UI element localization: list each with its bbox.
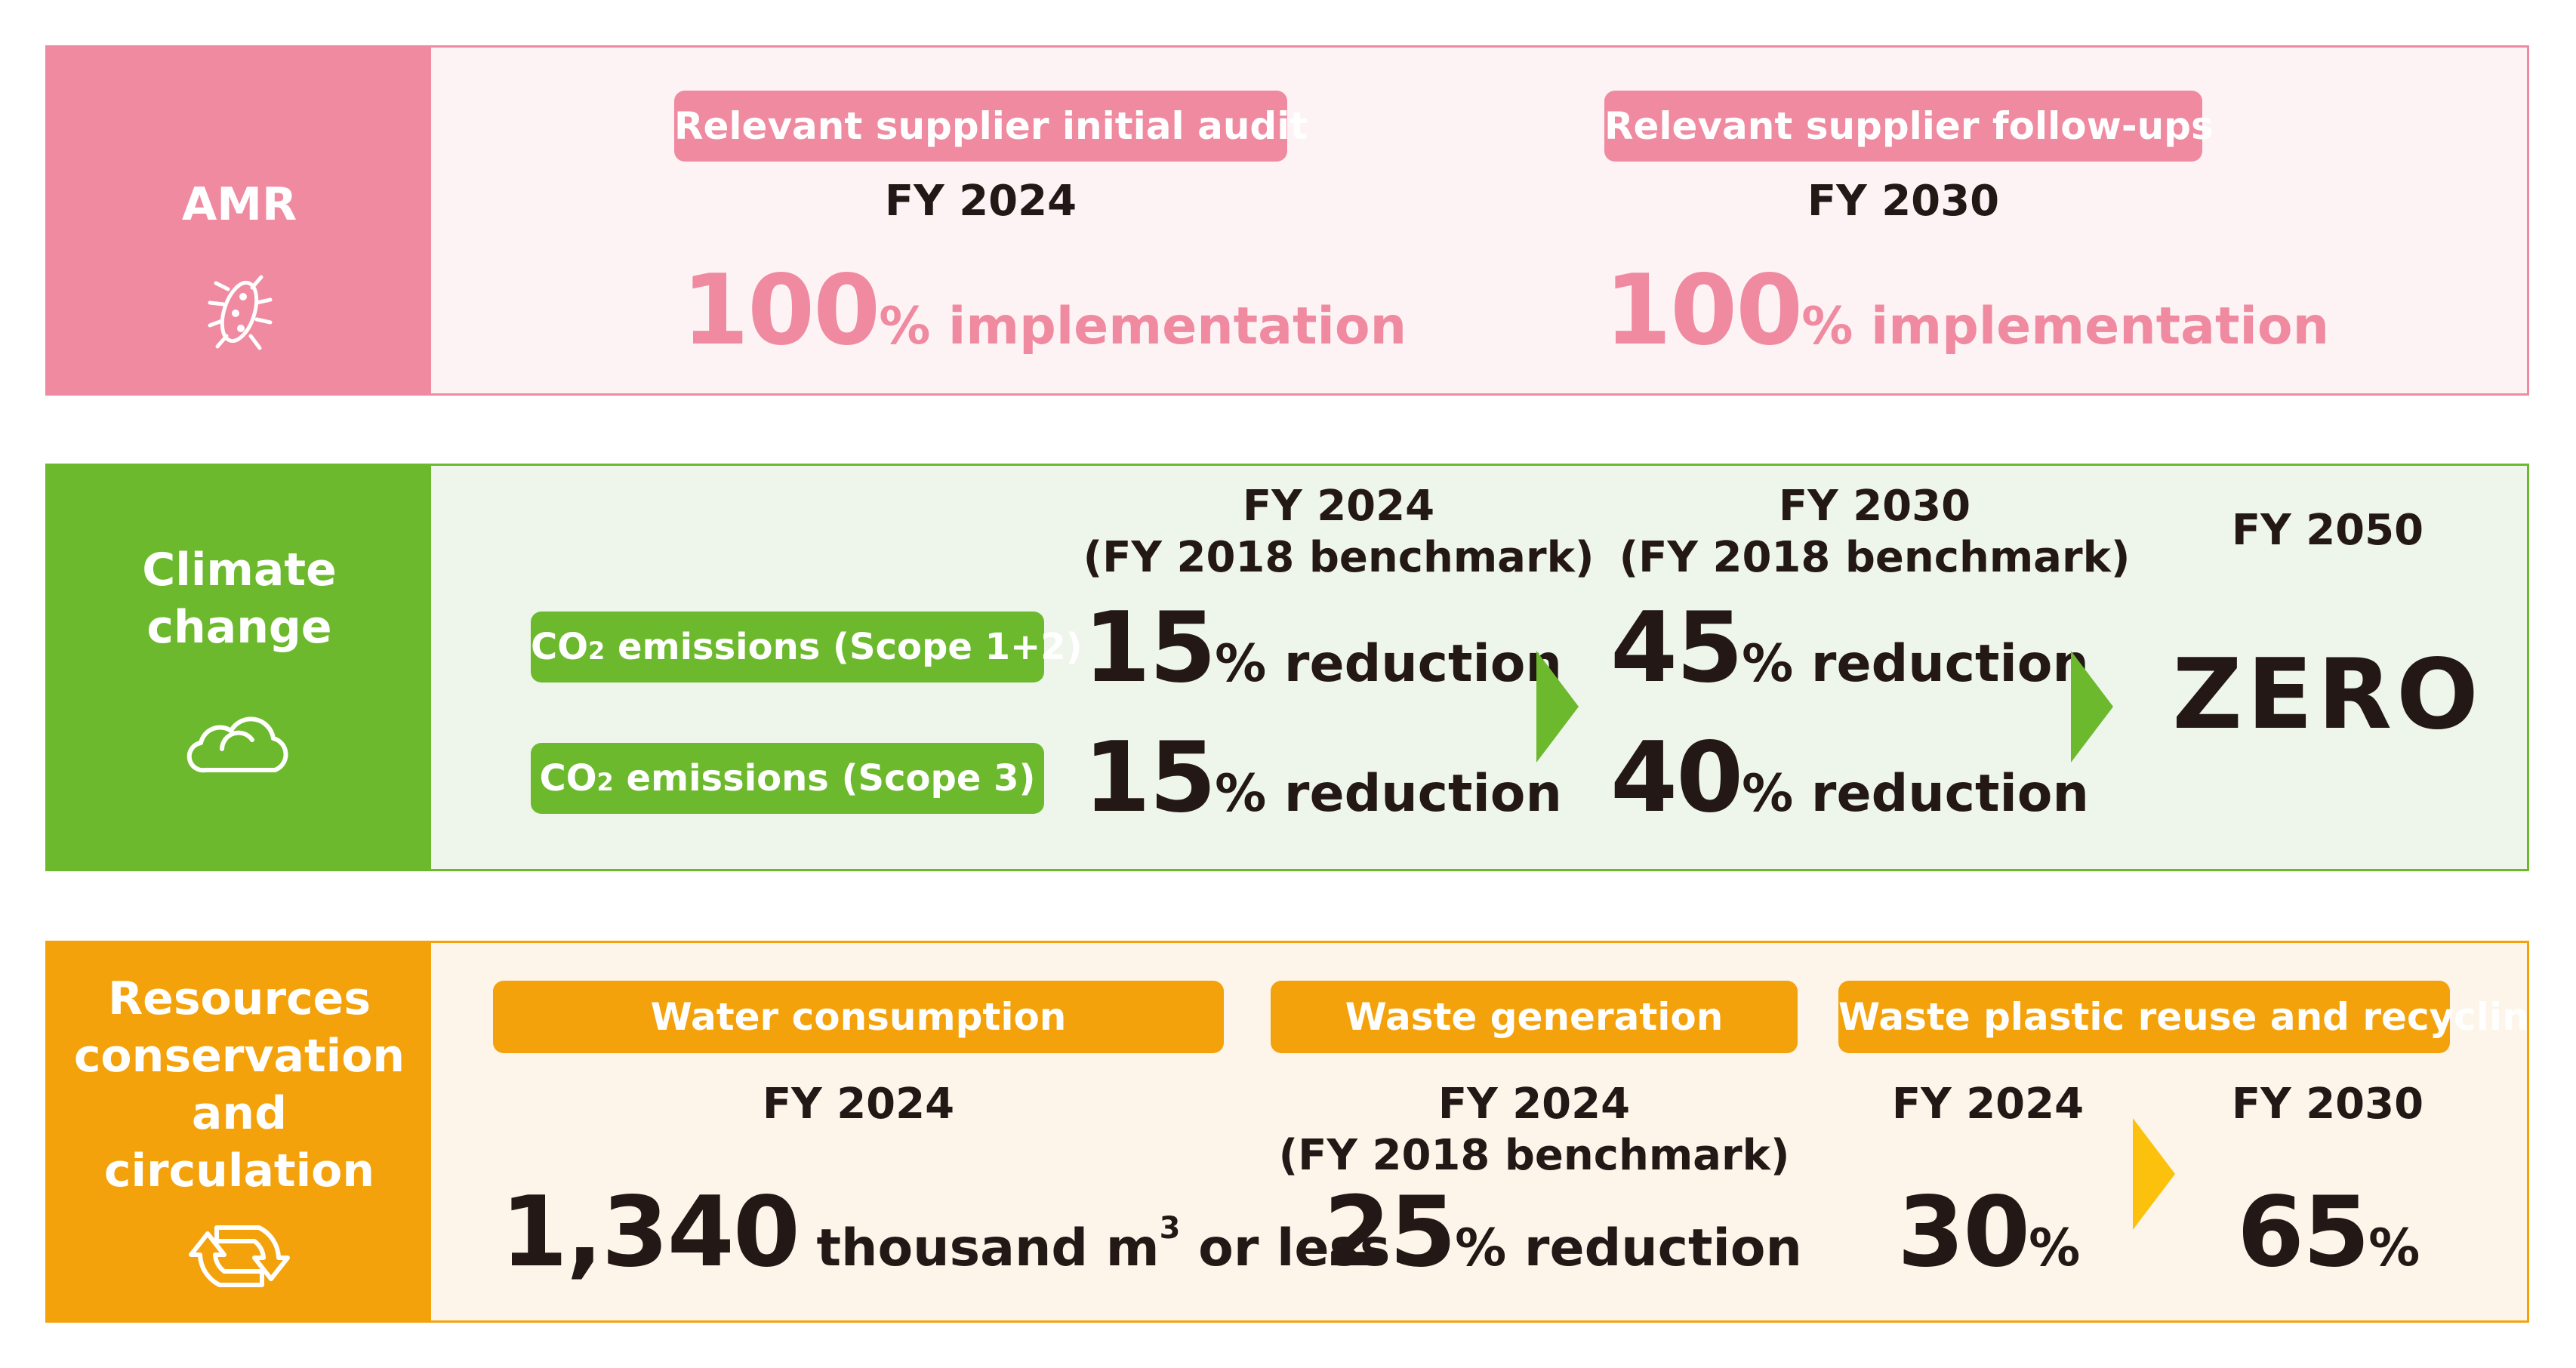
plastic-2030-number: 65 [2237,1176,2370,1289]
climate-fy2024-line2: (FY 2018 benchmark) [1083,533,1595,582]
water-unit: thousand m [798,1219,1160,1278]
waste-unit: % reduction [1455,1219,1802,1278]
amr-section: AMR Relevant supplier initial audit FY 2… [45,45,2529,396]
resources-title-line1: Resources [107,972,371,1025]
climate-fy2030-line1: FY 2030 [1778,482,1971,531]
water-value: 1,340 thousand m3 or less [501,1185,1390,1281]
resources-title-line2: conservation [73,1030,405,1083]
scope12-pill: CO2 emissions (Scope 1+2) [531,612,1083,682]
scope12-2030-unit: % reduction [1742,634,2089,694]
scope12-2030-number: 45 [1610,592,1743,704]
follow-ups-pill: Relevant supplier follow-ups [1604,91,2214,162]
amr-left-unit: % implementation [879,297,1407,356]
water-unit-sup: 3 [1159,1211,1181,1246]
plastic-fy2030: FY 2030 [2231,1080,2424,1129]
resources-section: Resources conservation and circulation W… [45,941,2556,1323]
amr-left-fy: FY 2024 [884,177,1077,226]
scope3-label-post: emissions (Scope 3) [613,757,1036,800]
initial-audit-pill: Relevant supplier initial audit [674,91,1308,162]
plastic-2030-value: 65% [2237,1185,2420,1281]
amr-side-panel: AMR [48,48,431,393]
plastic-recycling-pill: Waste plastic reuse and recycling [1838,981,2556,1053]
resources-title-line4: circulation [103,1145,375,1197]
waste-number: 25 [1323,1176,1456,1289]
amr-title: AMR [181,178,297,231]
cloud-icon [186,716,288,773]
waste-value: 25% reduction [1323,1185,1802,1281]
scope12-2024-number: 15 [1083,592,1216,704]
scope3-label-sub: 2 [596,768,614,796]
water-fy: FY 2024 [762,1080,955,1129]
amr-left-value: 100% implementation [682,263,1407,359]
amr-left-number: 100 [682,254,880,367]
plastic-2024-value: 30% [1897,1185,2080,1281]
scope12-2024-unit: % reduction [1215,634,1562,694]
scope3-pill: CO2 emissions (Scope 3) [531,743,1044,814]
scope3-2030-number: 40 [1610,722,1743,834]
climate-section: Climate change FY 2024 (FY 2018 benchmar… [45,464,2529,871]
scope3-2024-unit: % reduction [1215,764,1562,824]
plastic-2030-unit: % [2368,1219,2420,1278]
water-number: 1,340 [501,1176,800,1289]
amr-right-fy: FY 2030 [1807,177,2000,226]
scope12-2024-value: 15% reduction [1083,600,1562,697]
water-tail: or less [1180,1219,1391,1278]
scope3-2024-value: 15% reduction [1083,730,1562,827]
resources-title-line3: and [191,1087,288,1140]
scope3-2024-number: 15 [1083,722,1216,834]
plastic-2024-unit: % [2029,1219,2081,1278]
scope12-2030-value: 45% reduction [1610,600,2089,697]
waste-generation-pill: Waste generation [1271,981,1798,1053]
plastic-fy2024: FY 2024 [1891,1080,2085,1129]
plastic-2024-number: 30 [1897,1176,2030,1289]
scope3-label-pre: CO [539,757,597,800]
scope3-2030-value: 40% reduction [1610,730,2089,827]
waste-fy-line1: FY 2024 [1437,1080,1631,1129]
amr-right-value: 100% implementation [1604,263,2329,359]
climate-arrow-2-icon [2071,651,2113,763]
scope3-2030-unit: % reduction [1742,764,2089,824]
climate-side-panel: Climate change [48,466,431,869]
climate-arrow-1-icon [1536,651,1579,763]
climate-fy2030-line2: (FY 2018 benchmark) [1619,533,2131,582]
climate-zero-value: ZERO [2172,639,2483,751]
scope12-label-post: emissions (Scope 1+2) [605,626,1083,668]
resources-side-panel: Resources conservation and circulation [48,943,431,1320]
recycle-icon [189,1225,290,1287]
amr-right-number: 100 [1604,254,1803,367]
water-consumption-pill: Water consumption [493,981,1224,1053]
climate-title-line2: change [146,601,332,654]
climate-title-line1: Climate [142,544,337,596]
climate-fy2050: FY 2050 [2231,506,2424,555]
plastic-arrow-icon [2133,1118,2175,1230]
bacteria-icon [208,275,273,350]
climate-fy2024-line1: FY 2024 [1242,482,1435,531]
amr-right-unit: % implementation [1801,297,2329,356]
waste-fy-line2: (FY 2018 benchmark) [1278,1131,1790,1180]
scope12-label-pre: CO [531,626,589,668]
scope12-label-sub: 2 [588,636,605,665]
